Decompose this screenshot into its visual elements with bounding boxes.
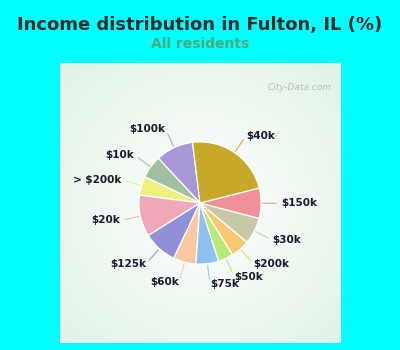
Wedge shape (196, 203, 219, 264)
Wedge shape (192, 142, 259, 203)
Text: City-Data.com: City-Data.com (268, 83, 332, 92)
Wedge shape (200, 203, 247, 255)
Text: All residents: All residents (151, 37, 249, 51)
Text: $40k: $40k (246, 131, 275, 141)
Text: $60k: $60k (151, 277, 180, 287)
Text: $150k: $150k (282, 198, 318, 208)
Wedge shape (145, 158, 200, 203)
Wedge shape (200, 203, 232, 261)
Wedge shape (139, 195, 200, 236)
Text: $75k: $75k (210, 279, 239, 289)
Text: Income distribution in Fulton, IL (%): Income distribution in Fulton, IL (%) (17, 16, 383, 34)
Text: > $200k: > $200k (74, 175, 122, 185)
Wedge shape (140, 177, 200, 203)
Wedge shape (200, 188, 261, 218)
Text: $125k: $125k (110, 259, 146, 269)
Text: $30k: $30k (272, 235, 301, 245)
Text: $20k: $20k (92, 216, 120, 225)
Wedge shape (148, 203, 200, 258)
Wedge shape (174, 203, 200, 264)
Wedge shape (200, 203, 259, 242)
Text: $200k: $200k (254, 259, 290, 269)
Text: $50k: $50k (234, 272, 263, 282)
Wedge shape (158, 142, 200, 203)
Text: $10k: $10k (106, 150, 134, 160)
Text: $100k: $100k (130, 124, 166, 134)
